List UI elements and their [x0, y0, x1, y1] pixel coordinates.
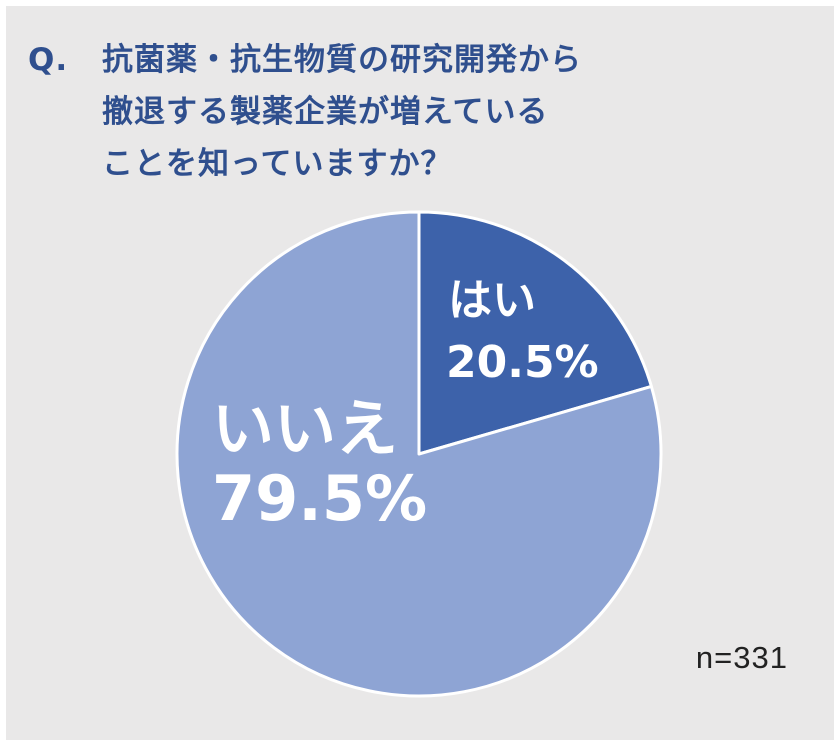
- pie-labels: はい 20.5% いいえ 79.5%: [212, 275, 599, 535]
- question-title: Q. 抗菌薬・抗生物質の研究開発から 撤退する製薬企業が増えている ことを知ってい…: [28, 34, 788, 190]
- slice-value-no: 79.5%: [212, 462, 427, 535]
- pie-slices: [175, 210, 663, 698]
- pie-slice-no: [175, 210, 663, 698]
- slice-label-yes: はい: [448, 275, 536, 326]
- question-text: 抗菌薬・抗生物質の研究開発から 撤退する製薬企業が増えている ことを知っています…: [102, 42, 582, 182]
- question-prefix: Q.: [28, 42, 69, 78]
- sample-size-label: n=331: [695, 640, 788, 675]
- pie-slice-yes: [417, 210, 653, 456]
- slice-value-yes: 20.5%: [446, 337, 599, 388]
- slice-label-no: いいえ: [212, 392, 398, 465]
